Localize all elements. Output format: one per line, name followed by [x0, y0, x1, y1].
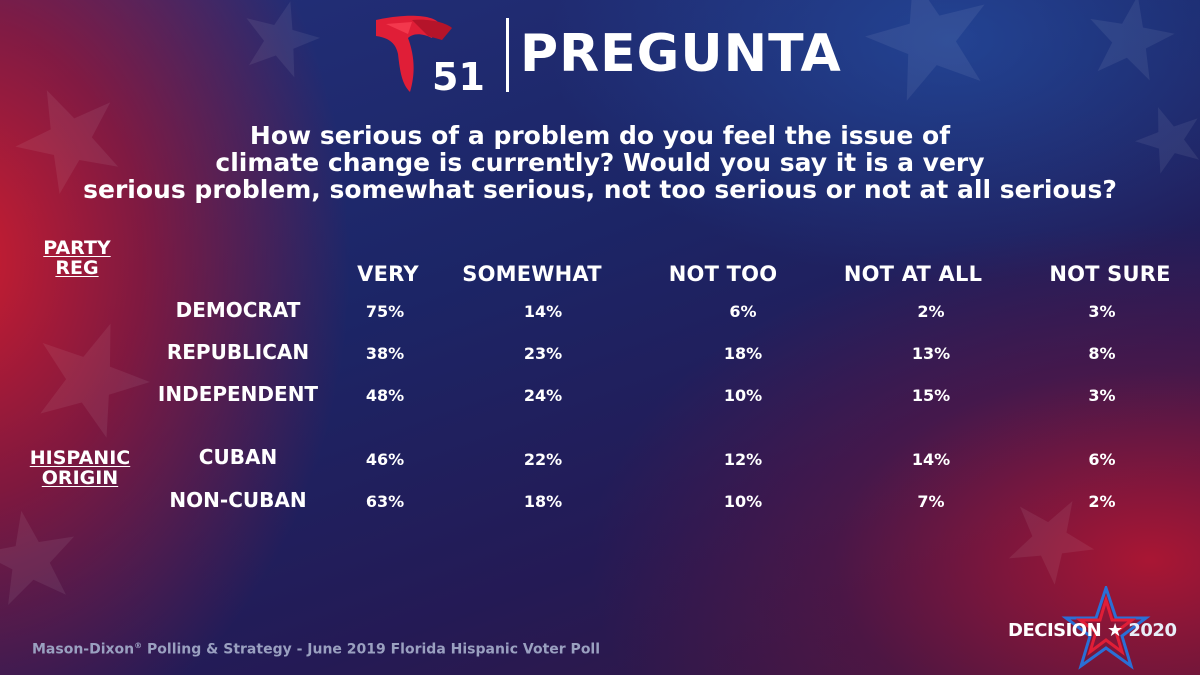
column-header-not-at-all: NOT AT ALL — [843, 262, 983, 286]
table-cell: 12% — [723, 450, 763, 469]
table-cell: 3% — [1088, 386, 1116, 405]
origin-label-line: ORIGIN — [41, 467, 119, 489]
table-cell: 10% — [723, 386, 763, 405]
table-cell: 2% — [1088, 492, 1116, 511]
table-cell: 22% — [523, 450, 563, 469]
table-cell: 23% — [523, 344, 563, 363]
column-header-not-too: NOT TOO — [668, 262, 778, 286]
row-label-non-cuban: NON-CUBAN — [169, 488, 307, 512]
registered-mark: ® — [134, 641, 143, 650]
table-cell: 15% — [911, 386, 951, 405]
decision-word: DECISION — [1008, 620, 1102, 641]
decision-year: 2020 — [1128, 620, 1177, 641]
party-label-line: PARTY — [43, 237, 111, 259]
question-line: How serious of a problem do you feel the… — [249, 121, 951, 150]
decision-2020-logo: DECISION ★ 2020 — [1008, 620, 1177, 641]
table-cell: 24% — [523, 386, 563, 405]
party-reg-label: PARTY REG — [22, 238, 132, 278]
table-cell: 48% — [365, 386, 405, 405]
table-cell: 10% — [723, 492, 763, 511]
table-cell: 8% — [1088, 344, 1116, 363]
table-cell: 13% — [911, 344, 951, 363]
origin-label-line: HISPANIC — [29, 447, 131, 469]
row-label-cuban: CUBAN — [198, 445, 278, 469]
header-divider — [506, 18, 509, 92]
column-header-not-sure: NOT SURE — [1049, 262, 1171, 286]
table-cell: 14% — [523, 302, 563, 321]
row-label-republican: REPUBLICAN — [166, 340, 310, 364]
column-header-somewhat: SOMEWHAT — [462, 262, 602, 286]
question-line: serious problem, somewhat serious, not t… — [83, 175, 1117, 204]
telemundo-logo-icon: 51 — [376, 15, 485, 96]
table-cell: 7% — [917, 492, 945, 511]
hispanic-origin-label: HISPANIC ORIGIN — [10, 448, 150, 488]
table-cell: 2% — [917, 302, 945, 321]
question-text: How serious of a problem do you feel the… — [0, 122, 1200, 203]
table-cell: 38% — [365, 344, 405, 363]
source-note: Mason-Dixon® Polling & Strategy - June 2… — [32, 641, 600, 658]
page-title: PREGUNTA — [520, 24, 842, 84]
table-cell: 18% — [523, 492, 563, 511]
channel-number: 51 — [432, 55, 485, 96]
table-cell: 46% — [365, 450, 405, 469]
table-cell: 75% — [365, 302, 405, 321]
row-label-independent: INDEPENDENT — [157, 382, 319, 406]
question-line: climate change is currently? Would you s… — [215, 148, 985, 177]
column-header-very: VERY — [357, 262, 419, 286]
table-cell: 14% — [911, 450, 951, 469]
row-label-democrat: DEMOCRAT — [175, 298, 301, 322]
star-icon: ★ — [1106, 620, 1123, 641]
source-name: Mason-Dixon — [32, 641, 135, 658]
table-cell: 6% — [729, 302, 757, 321]
decision-2020-star-icon — [1061, 586, 1151, 670]
party-label-line: REG — [55, 257, 99, 279]
table-cell: 6% — [1088, 450, 1116, 469]
table-cell: 63% — [365, 492, 405, 511]
table-cell: 3% — [1088, 302, 1116, 321]
source-rest: Polling & Strategy - June 2019 Florida H… — [142, 641, 601, 658]
table-cell: 18% — [723, 344, 763, 363]
